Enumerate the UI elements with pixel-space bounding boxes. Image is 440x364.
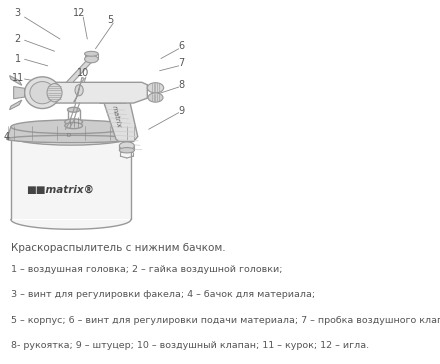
Text: 5: 5 — [107, 15, 114, 24]
Polygon shape — [99, 100, 138, 142]
Text: 1: 1 — [15, 54, 21, 64]
Text: 10: 10 — [77, 68, 89, 78]
Ellipse shape — [11, 128, 131, 145]
Text: 7: 7 — [178, 58, 184, 68]
Text: 5 – корпус; 6 – винт для регулировки подачи материала; 7 – пробка воздушного кла: 5 – корпус; 6 – винт для регулировки под… — [11, 316, 440, 325]
Text: 3: 3 — [15, 8, 21, 19]
Ellipse shape — [147, 83, 164, 93]
Ellipse shape — [11, 120, 131, 134]
Text: 12: 12 — [73, 8, 85, 19]
Ellipse shape — [67, 107, 80, 112]
Polygon shape — [10, 76, 22, 85]
Ellipse shape — [75, 85, 83, 96]
Text: ■■matrix®: ■■matrix® — [26, 185, 94, 195]
Polygon shape — [66, 60, 93, 82]
Text: 3 – винт для регулировки факела; 4 – бачок для материала;: 3 – винт для регулировки факела; 4 – бач… — [11, 290, 315, 299]
Polygon shape — [73, 78, 84, 102]
Ellipse shape — [148, 93, 163, 102]
Text: 1 – воздушная головка; 2 – гайка воздушной головки;: 1 – воздушная головка; 2 – гайка воздушн… — [11, 265, 282, 274]
Ellipse shape — [119, 142, 134, 150]
Text: 11: 11 — [11, 73, 24, 83]
Ellipse shape — [119, 147, 134, 153]
Text: 8: 8 — [178, 80, 184, 90]
Text: 4: 4 — [4, 131, 10, 142]
Polygon shape — [36, 82, 147, 103]
Text: Краскораспылитель с нижним бачком.: Краскораспылитель с нижним бачком. — [11, 243, 226, 253]
Text: 9: 9 — [178, 106, 184, 116]
Ellipse shape — [65, 119, 83, 125]
Ellipse shape — [25, 77, 60, 108]
Polygon shape — [7, 127, 135, 139]
Ellipse shape — [47, 83, 62, 102]
Polygon shape — [10, 100, 22, 110]
Polygon shape — [14, 87, 25, 99]
Text: matrix: matrix — [111, 105, 122, 129]
Ellipse shape — [30, 82, 55, 104]
Polygon shape — [11, 128, 131, 229]
Ellipse shape — [84, 51, 98, 56]
Text: 2: 2 — [15, 34, 21, 44]
Text: D: D — [66, 133, 70, 138]
Ellipse shape — [84, 55, 98, 63]
Ellipse shape — [65, 123, 83, 128]
Text: 6: 6 — [178, 41, 184, 51]
Text: 8- рукоятка; 9 – штуцер; 10 – воздушный клапан; 11 – курок; 12 – игла.: 8- рукоятка; 9 – штуцер; 10 – воздушный … — [11, 341, 369, 350]
Ellipse shape — [7, 135, 135, 143]
